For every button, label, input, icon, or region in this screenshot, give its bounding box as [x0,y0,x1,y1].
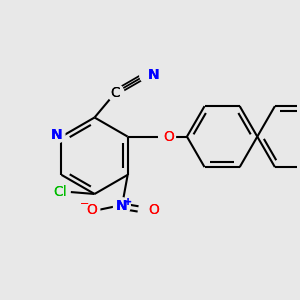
Circle shape [107,84,124,101]
Circle shape [48,126,65,143]
Text: O: O [86,203,97,217]
Text: C: C [111,85,120,100]
Text: N: N [51,128,62,142]
Text: O: O [163,130,174,144]
Text: N: N [116,199,128,213]
Text: Cl: Cl [53,185,67,199]
Text: N: N [51,128,62,142]
Text: C: C [111,85,120,100]
Text: +: + [124,196,132,207]
Text: −: − [80,199,89,209]
Text: −: − [80,199,89,209]
Circle shape [143,202,160,218]
Text: N: N [148,68,160,82]
Text: O: O [148,203,159,217]
Text: O: O [86,203,97,217]
Circle shape [159,128,176,145]
Text: O: O [163,130,174,144]
Text: N: N [116,199,128,213]
Circle shape [83,202,100,218]
Text: Cl: Cl [53,185,67,199]
Circle shape [140,67,157,84]
Text: N: N [148,68,160,82]
Text: O: O [148,203,159,217]
Circle shape [113,198,130,214]
Circle shape [52,184,68,200]
Text: +: + [124,196,132,207]
